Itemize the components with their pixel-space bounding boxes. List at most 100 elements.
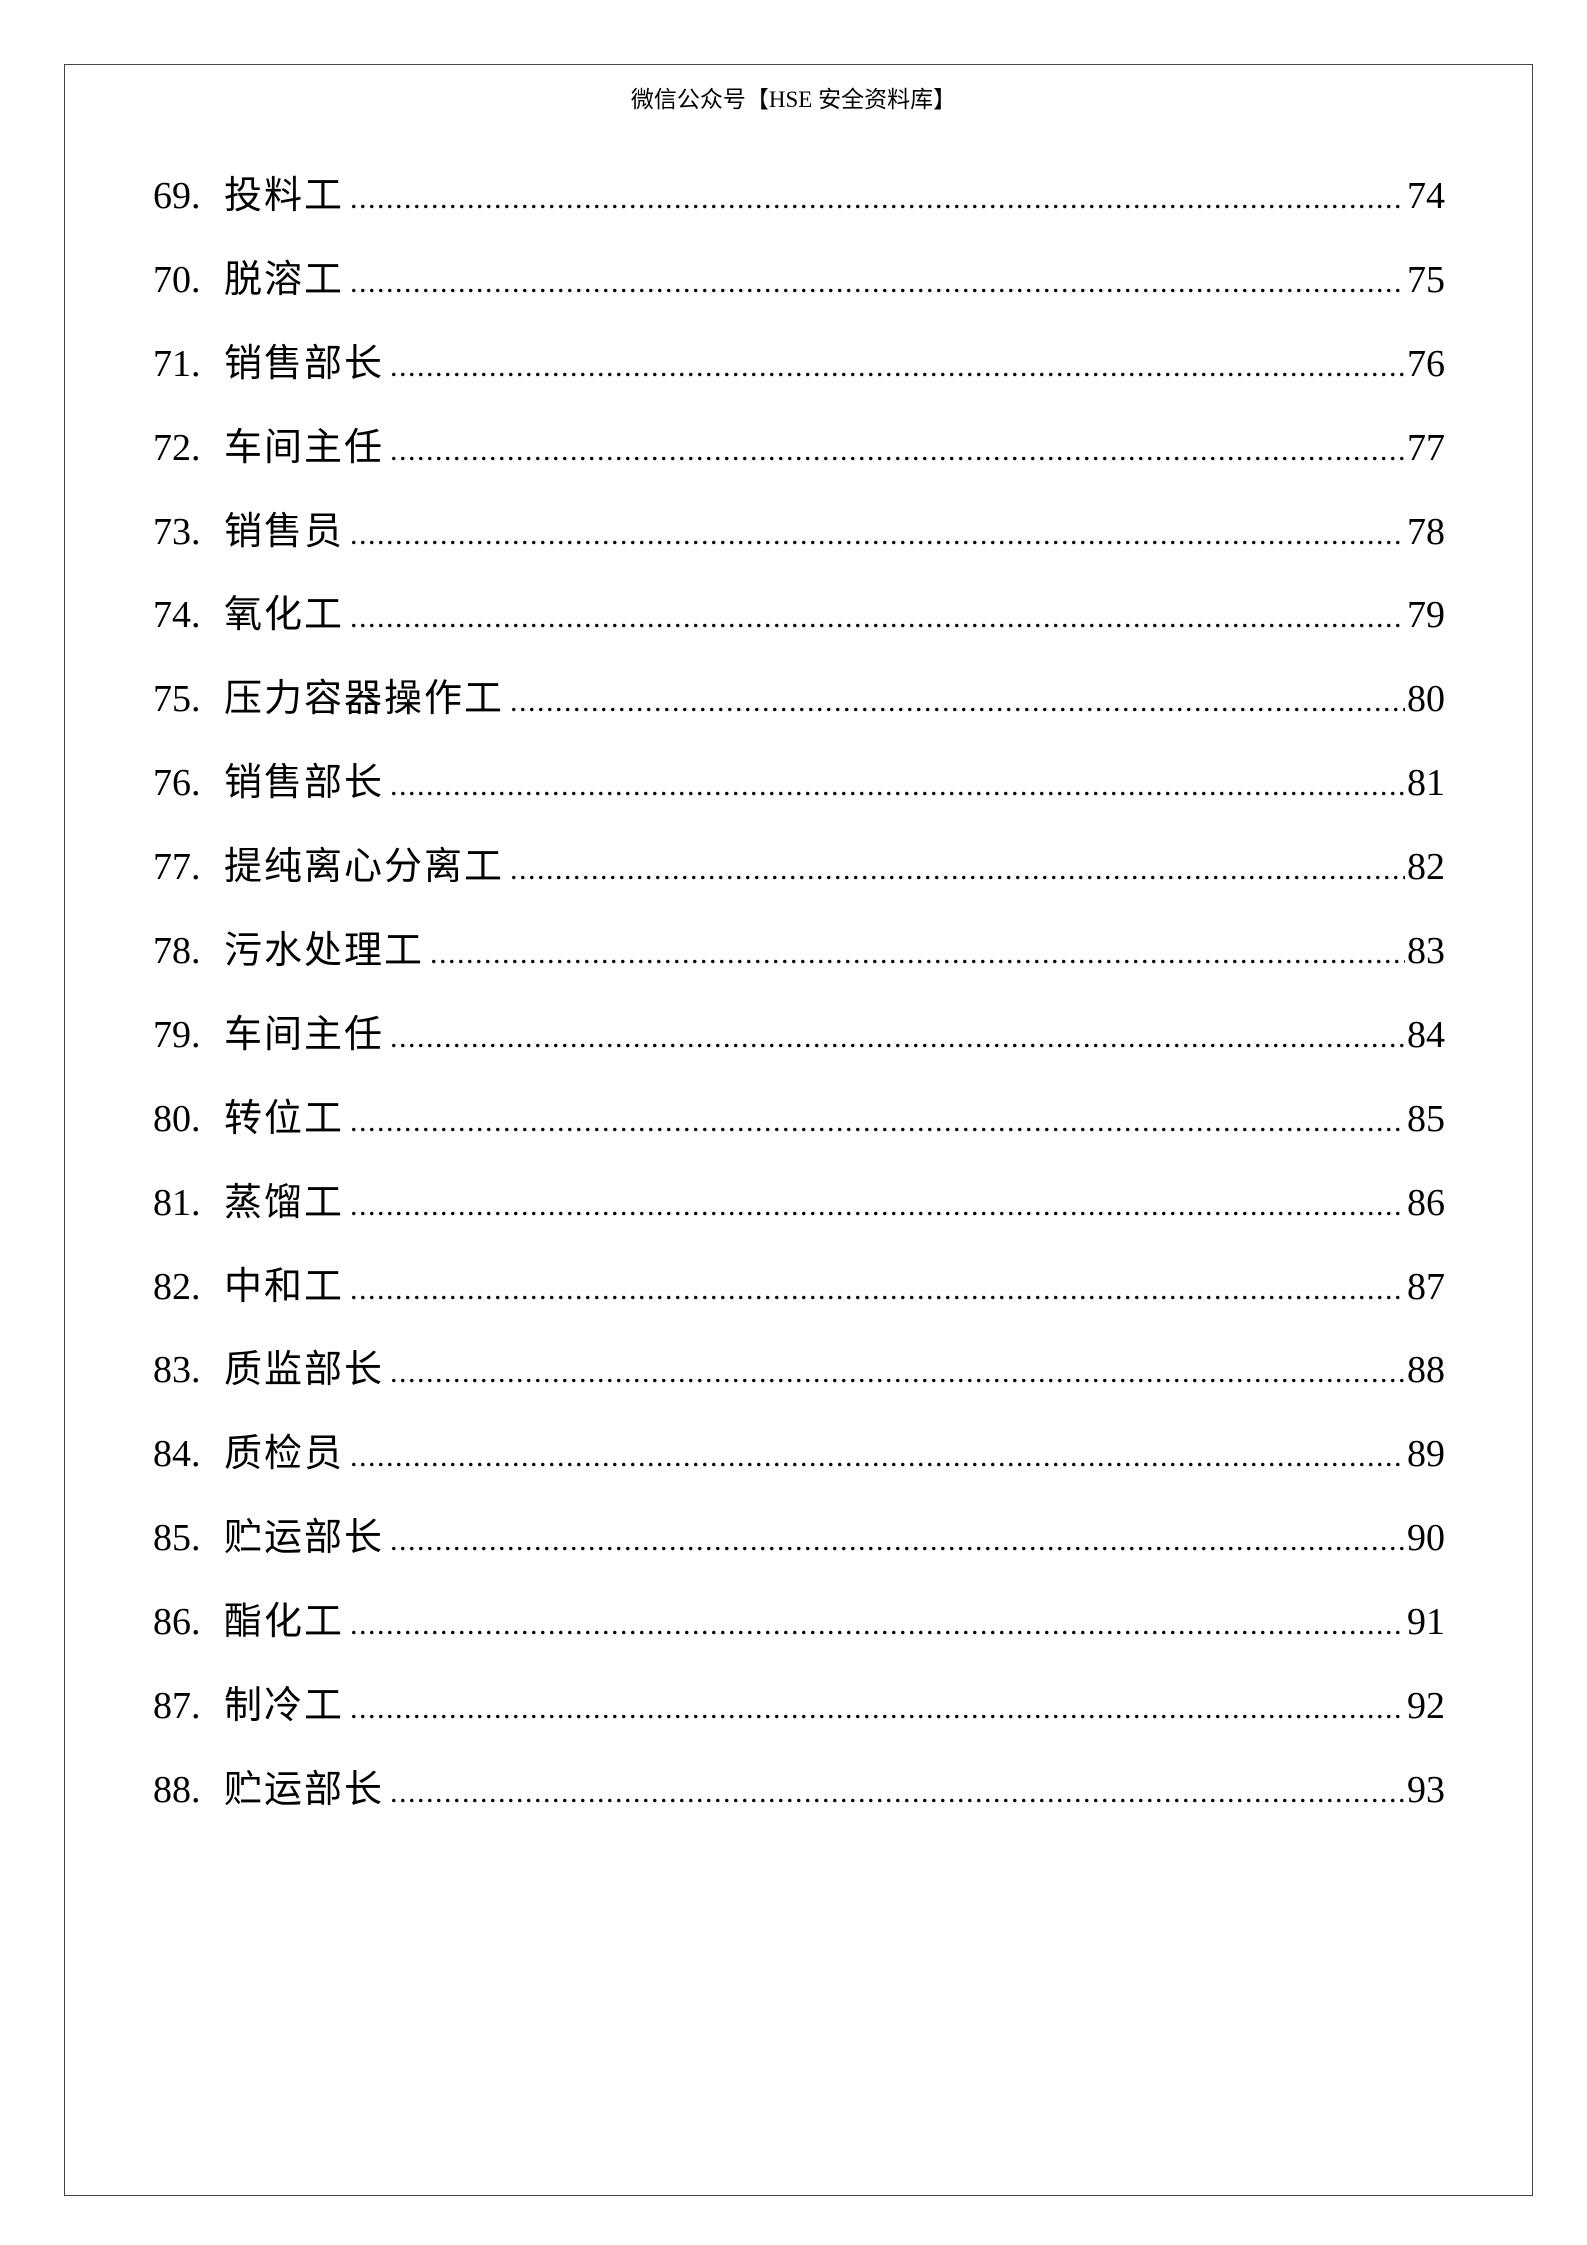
entry-title: 车间主任 <box>224 1013 385 1056</box>
dot-leader <box>350 1262 1405 1318</box>
entry-page-number: 80 <box>1407 678 1445 721</box>
dot-leader <box>350 1094 1405 1150</box>
entry-number: 79. <box>153 1013 201 1056</box>
entry-number: 80. <box>153 1097 201 1140</box>
entry-page-number: 86 <box>1407 1181 1445 1224</box>
entry-number: 83. <box>153 1349 201 1392</box>
entry-page-number: 83 <box>1407 930 1445 973</box>
entry-title: 脱溶工 <box>224 258 345 301</box>
entry-number: 85. <box>153 1517 201 1560</box>
entry-page-number: 87 <box>1407 1265 1445 1308</box>
page-border <box>64 64 1533 2196</box>
toc-entry[interactable]: 77. 提纯离心分离工 82 <box>153 839 1445 923</box>
toc-entry[interactable]: 85. 贮运部长 90 <box>153 1510 1445 1594</box>
toc-entry[interactable]: 73. 销售员 78 <box>153 504 1445 588</box>
entry-title: 蒸馏工 <box>224 1181 345 1224</box>
entry-number: 86. <box>153 1601 201 1644</box>
entry-number: 82. <box>153 1265 201 1308</box>
entry-title: 压力容器操作工 <box>224 678 505 721</box>
dot-leader <box>390 339 1405 395</box>
toc-entry[interactable]: 76. 销售部长 81 <box>153 755 1445 839</box>
entry-page-number: 93 <box>1407 1768 1445 1811</box>
toc-entry[interactable]: 87. 制冷工 92 <box>153 1678 1445 1762</box>
entry-number: 73. <box>153 510 201 553</box>
entry-title: 氧化工 <box>224 594 345 637</box>
entry-page-number: 78 <box>1407 510 1445 553</box>
entry-number: 71. <box>153 342 201 385</box>
dot-leader <box>350 590 1405 646</box>
toc-entry[interactable]: 70. 脱溶工 75 <box>153 252 1445 336</box>
entry-number: 77. <box>153 846 201 889</box>
entry-title: 转位工 <box>224 1097 345 1140</box>
entry-page-number: 88 <box>1407 1349 1445 1392</box>
entry-title: 投料工 <box>224 175 345 217</box>
entry-title: 销售部长 <box>224 762 385 805</box>
toc-entry[interactable]: 88. 贮运部长 93 <box>153 1762 1445 1846</box>
entry-page-number: 85 <box>1407 1097 1445 1140</box>
dot-leader <box>350 1681 1405 1737</box>
toc-entry[interactable]: 71. 销售部长 76 <box>153 336 1445 420</box>
entry-title: 污水处理工 <box>224 930 425 973</box>
dot-leader <box>350 1597 1405 1653</box>
page-header: 微信公众号【HSE 安全资料库】 <box>630 87 957 112</box>
entry-page-number: 79 <box>1407 594 1445 637</box>
toc-entry[interactable]: 75. 压力容器操作工 80 <box>153 671 1445 755</box>
toc-entry[interactable]: 84. 质检员 89 <box>153 1426 1445 1510</box>
entry-page-number: 77 <box>1407 426 1445 469</box>
entry-page-number: 74 <box>1407 175 1445 217</box>
toc-entry[interactable]: 72. 车间主任 77 <box>153 420 1445 504</box>
entry-page-number: 75 <box>1407 258 1445 301</box>
toc-entry[interactable]: 78. 污水处理工 83 <box>153 923 1445 1007</box>
entry-number: 69. <box>153 175 201 217</box>
entry-page-number: 81 <box>1407 762 1445 805</box>
entry-page-number: 92 <box>1407 1685 1445 1728</box>
entry-title: 贮运部长 <box>224 1517 385 1560</box>
entry-page-number: 76 <box>1407 342 1445 385</box>
dot-leader <box>350 507 1405 563</box>
entry-page-number: 82 <box>1407 846 1445 889</box>
dot-leader <box>390 1345 1405 1401</box>
entry-number: 81. <box>153 1181 201 1224</box>
entry-title: 中和工 <box>224 1265 345 1308</box>
entry-number: 75. <box>153 678 201 721</box>
entry-number: 74. <box>153 594 201 637</box>
entry-title: 提纯离心分离工 <box>224 846 505 889</box>
dot-leader <box>390 758 1405 814</box>
entry-number: 88. <box>153 1768 201 1811</box>
entry-title: 贮运部长 <box>224 1768 385 1811</box>
dot-leader <box>350 1178 1405 1234</box>
dot-leader <box>350 171 1405 227</box>
entry-title: 质监部长 <box>224 1349 385 1392</box>
toc-entry[interactable]: 86. 酯化工 91 <box>153 1594 1445 1678</box>
toc-entry[interactable]: 83. 质监部长 88 <box>153 1342 1445 1426</box>
entry-title: 制冷工 <box>224 1685 345 1728</box>
entry-number: 70. <box>153 258 201 301</box>
entry-page-number: 91 <box>1407 1601 1445 1644</box>
entry-title: 车间主任 <box>224 426 385 469</box>
entry-number: 72. <box>153 426 201 469</box>
entry-number: 76. <box>153 762 201 805</box>
dot-leader <box>510 842 1405 898</box>
toc-entry[interactable]: 79. 车间主任 84 <box>153 1007 1445 1091</box>
dot-leader <box>390 423 1405 479</box>
dot-leader <box>510 674 1405 730</box>
entry-title: 质检员 <box>224 1433 345 1476</box>
toc-entry[interactable]: 82. 中和工 87 <box>153 1259 1445 1343</box>
dot-leader <box>350 1429 1405 1485</box>
dot-leader <box>390 1010 1405 1066</box>
entry-page-number: 90 <box>1407 1517 1445 1560</box>
toc-entry[interactable]: 74. 氧化工 79 <box>153 587 1445 671</box>
dot-leader <box>390 1765 1405 1821</box>
entry-number: 84. <box>153 1433 201 1476</box>
dot-leader <box>430 926 1405 982</box>
entry-title: 销售员 <box>224 510 345 553</box>
table-of-contents: 69. 投料工 74 70. 脱溶工 75 71. 销售部长 76 72. 车间主任 77 73. 销售员… <box>153 168 1445 1846</box>
toc-entry[interactable]: 80. 转位工 85 <box>153 1091 1445 1175</box>
entry-title: 销售部长 <box>224 342 385 385</box>
entry-page-number: 89 <box>1407 1433 1445 1476</box>
toc-entry[interactable]: 69. 投料工 74 <box>153 168 1445 252</box>
entry-number: 78. <box>153 930 201 973</box>
dot-leader <box>350 255 1405 311</box>
toc-entry[interactable]: 81. 蒸馏工 86 <box>153 1175 1445 1259</box>
dot-leader <box>390 1513 1405 1569</box>
